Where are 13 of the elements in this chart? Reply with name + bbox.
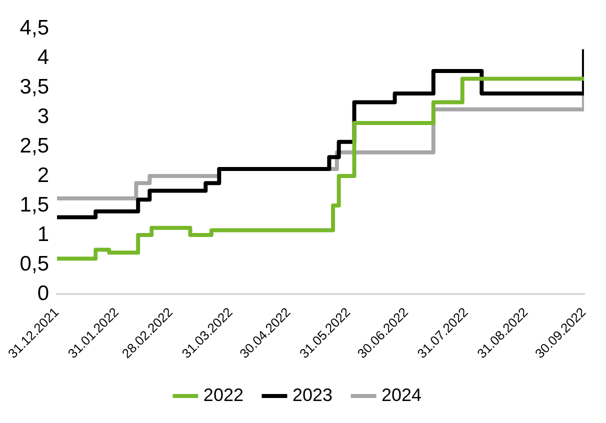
legend-label: 2023: [292, 384, 333, 405]
y-tick-label: 1,5: [20, 193, 50, 216]
y-tick-label: 0,5: [20, 252, 50, 276]
y-tick-label: 1: [37, 222, 50, 246]
y-tick-label: 4,5: [20, 16, 50, 40]
y-tick-label: 2: [37, 164, 50, 187]
y-tick-label: 3,5: [20, 75, 50, 98]
legend-label: 2024: [382, 384, 422, 405]
y-tick-label: 0: [37, 282, 50, 305]
y-tick-label: 3: [37, 104, 50, 128]
y-tick-label: 2,5: [20, 134, 50, 158]
legend-label: 2022: [203, 384, 244, 405]
y-tick-label: 4: [37, 46, 50, 69]
